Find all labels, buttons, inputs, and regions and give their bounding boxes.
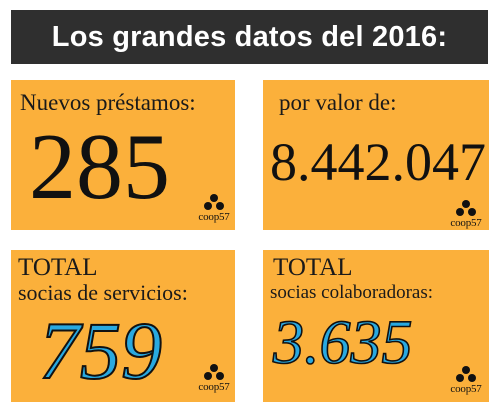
card-service-members: TOTAL socias de servicios: 759 coop57: [11, 250, 235, 402]
coop57-logo: coop57: [191, 364, 235, 398]
coop57-logo: coop57: [443, 200, 489, 230]
logo-text: coop57: [450, 383, 482, 395]
coop57-logo: coop57: [443, 366, 489, 400]
logo-text: coop57: [198, 211, 230, 223]
card-value-new-loans: 285: [29, 115, 170, 219]
coop57-logo: coop57: [191, 194, 235, 228]
card-collaborating-members: TOTAL socias colaboradoras: 3.635 coop57: [263, 250, 489, 402]
coop57-dots-icon: [456, 366, 476, 382]
coop57-dots-icon: [204, 364, 224, 380]
card-label-service-members: socias de servicios:: [18, 280, 188, 305]
page-title: Los grandes datos del 2016:: [11, 10, 488, 64]
card-new-loans: Nuevos préstamos: 285 coop57: [11, 80, 235, 230]
card-label-new-loans: Nuevos préstamos:: [20, 90, 196, 115]
card-label-total: TOTAL: [273, 254, 353, 281]
card-value-total-value: 8.442.047: [270, 132, 486, 192]
card-value-service-members: 759: [38, 305, 163, 396]
logo-text: coop57: [198, 381, 230, 393]
card-total-value: por valor de: 8.442.047 coop57: [263, 80, 489, 230]
card-label-total-value: por valor de:: [279, 90, 397, 115]
coop57-dots-icon: [204, 194, 224, 210]
card-label-total: TOTAL: [18, 254, 98, 281]
logo-text: coop57: [450, 217, 482, 229]
card-label-collaborating-members: socias colaboradoras:: [270, 282, 434, 303]
coop57-dots-icon: [456, 200, 476, 216]
card-value-collaborating-members: 3.635: [272, 309, 413, 377]
